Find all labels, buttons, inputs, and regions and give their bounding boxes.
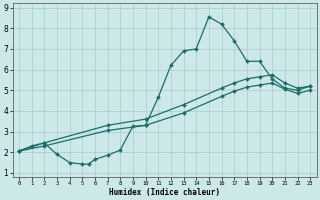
X-axis label: Humidex (Indice chaleur): Humidex (Indice chaleur)	[109, 188, 220, 197]
